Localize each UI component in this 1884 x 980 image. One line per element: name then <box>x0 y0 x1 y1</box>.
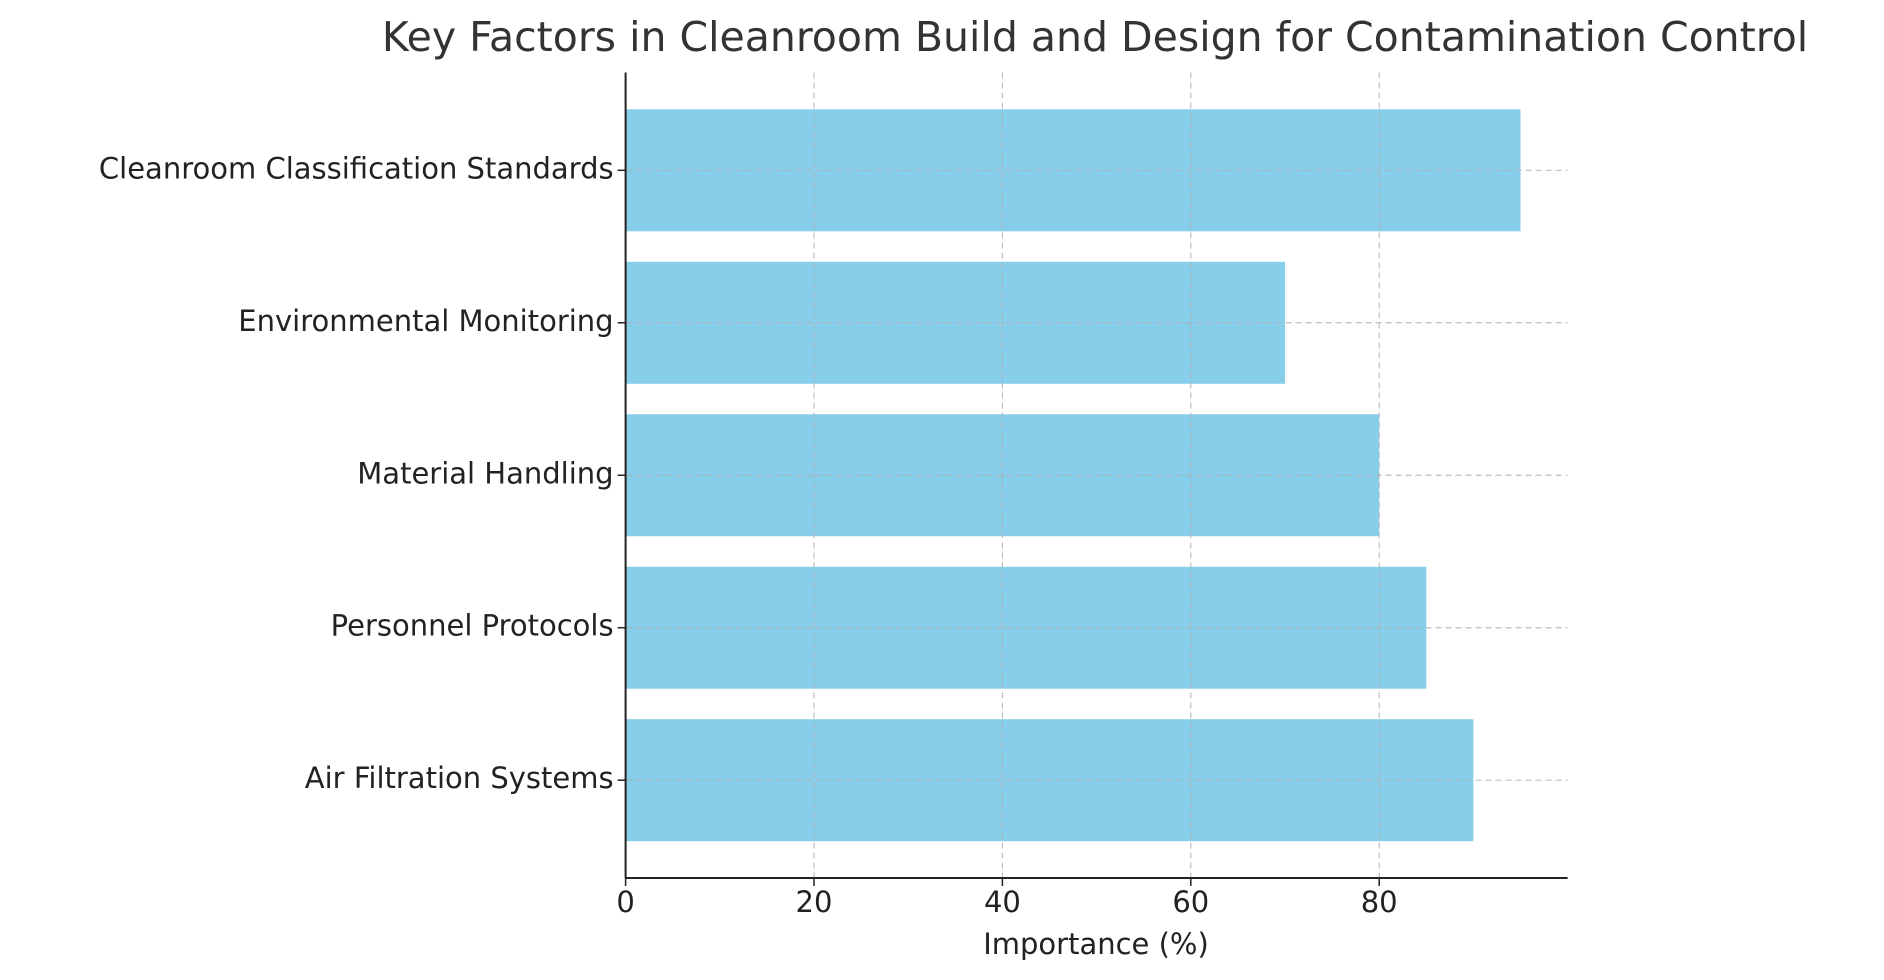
x-tick-label: 0 <box>616 885 634 919</box>
y-tick-label: Air Filtration Systems <box>305 761 614 795</box>
x-tick-label: 60 <box>1172 885 1209 919</box>
y-tick-label: Personnel Protocols <box>331 609 614 643</box>
bar <box>625 261 1285 384</box>
chart-title: Key Factors in Cleanroom Build and Desig… <box>382 13 1808 61</box>
y-tick-label: Material Handling <box>357 456 613 490</box>
y-tick-label: Environmental Monitoring <box>238 304 613 338</box>
x-tick-label: 40 <box>984 885 1021 919</box>
x-tick-label: 20 <box>796 885 833 919</box>
x-tick-label: 80 <box>1361 885 1398 919</box>
x-axis-label: Importance (%) <box>983 927 1209 961</box>
y-tick-label: Cleanroom Classification Standards <box>99 151 614 185</box>
